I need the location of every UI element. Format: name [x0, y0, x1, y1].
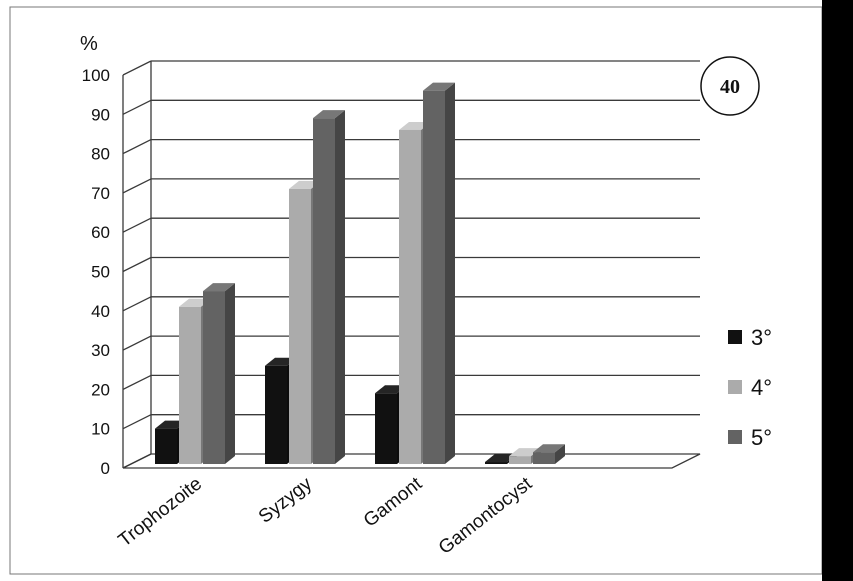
legend-label: 5°	[751, 425, 772, 450]
y-tick-label: 50	[91, 263, 110, 282]
y-tick-label: 0	[101, 459, 110, 478]
side-gridline	[122, 178, 152, 194]
bar-front-face	[399, 129, 421, 464]
bar-side-face	[445, 82, 455, 465]
bar-front-face	[375, 393, 397, 464]
bar	[533, 444, 565, 464]
legend-swatch	[728, 330, 742, 344]
chart-floor	[122, 453, 701, 469]
legend-swatch	[728, 430, 742, 444]
badge-number: 40	[720, 76, 740, 98]
bar-front-face	[533, 452, 555, 464]
bar-top-face	[313, 110, 345, 119]
side-gridline	[122, 256, 152, 273]
bar-front-face	[289, 188, 311, 464]
bar-side-face	[555, 444, 565, 464]
y-tick-label: 10	[91, 420, 110, 439]
bar-top-face	[203, 283, 235, 292]
bar-front-face	[313, 118, 335, 464]
side-gridline	[122, 296, 152, 312]
side-gridline	[122, 217, 152, 233]
bar-front-face	[203, 291, 225, 464]
legend: 3° 4° 5°	[728, 325, 772, 450]
side-gridline	[122, 139, 152, 155]
legend-label: 4°	[751, 375, 772, 400]
y-tick-label: 70	[91, 184, 110, 203]
bar-top-face	[533, 444, 565, 453]
bar-front-face	[485, 462, 507, 464]
side-gridline	[122, 335, 152, 351]
side-gridline	[122, 414, 152, 430]
side-gridline	[122, 99, 152, 115]
y-tick-label: 60	[91, 223, 110, 242]
y-tick-label: 90	[91, 105, 110, 124]
bar	[203, 283, 235, 464]
y-tick-label: 30	[91, 341, 110, 360]
y-tick-label: 100	[82, 66, 110, 85]
legend-swatch	[728, 380, 742, 394]
bar-side-face	[335, 110, 345, 464]
side-gridline	[122, 374, 152, 390]
legend-label: 3°	[751, 325, 772, 350]
bar-front-face	[265, 365, 287, 464]
y-axis-unit-label: %	[80, 33, 98, 55]
bar-top-face	[423, 82, 455, 91]
bar-front-face	[509, 456, 531, 464]
side-gridline	[122, 60, 152, 76]
y-tick-label: 20	[91, 380, 110, 399]
figure-badge: 40	[700, 56, 760, 116]
bar	[313, 110, 345, 464]
bar	[423, 82, 455, 465]
y-tick-label: 80	[91, 145, 110, 164]
right-black-edge	[822, 0, 853, 581]
y-tick-label: 40	[91, 302, 110, 321]
bar-front-face	[179, 306, 201, 464]
bar-front-face	[155, 428, 177, 464]
badge-circle	[700, 56, 760, 116]
bar-side-face	[225, 283, 235, 464]
bar-front-face	[423, 90, 445, 465]
